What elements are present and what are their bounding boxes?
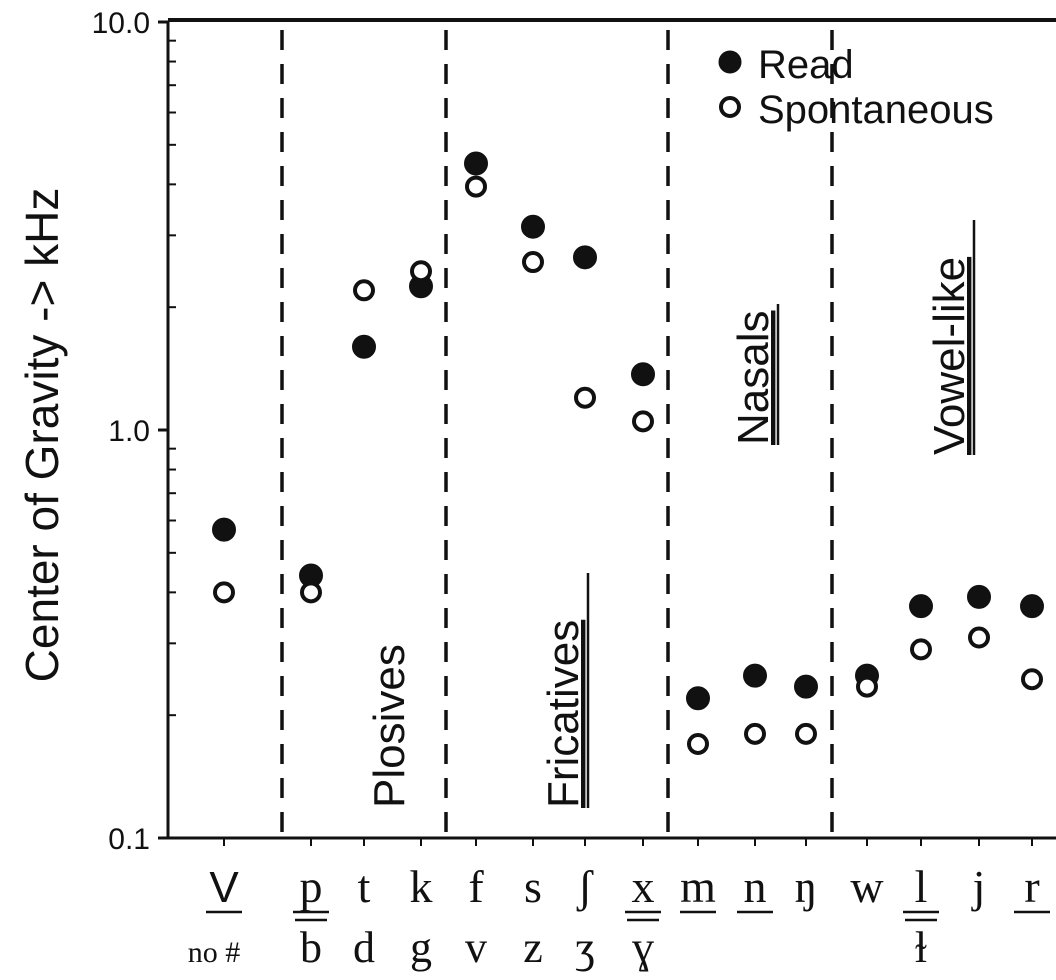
spontaneous-point [410,260,432,283]
read-point [743,663,767,688]
spontaneous-point [465,175,487,198]
x-label-top: s [524,861,542,912]
x-label-top: j [971,861,986,912]
x-label-top: V [209,863,239,912]
group-labels: Plosives Fricatives Nasals Vowel-like [365,220,976,808]
x-label-top: l [915,861,928,912]
y-tick-label: 1.0 [108,415,150,448]
read-point [352,334,376,359]
legend-label: Read [758,43,854,87]
spontaneous-point [1021,668,1043,691]
read-point [909,594,933,619]
x-label-bottom: ɣ [632,923,654,972]
x-label-top: f [468,861,484,912]
data-points [212,151,1044,755]
spontaneous-point [522,251,544,274]
x-label-top: r [1024,861,1039,912]
y-tick-label: 0.1 [108,823,150,856]
x-label-top: w [850,861,884,912]
spontaneous-point [574,386,596,409]
read-point [1020,594,1044,619]
read-point [573,245,597,270]
x-label-bottom: z [523,923,543,972]
x-label-top: n [744,861,767,912]
spontaneous-point [910,638,932,661]
x-label-bottom: v [465,923,487,972]
x-label-bottom: b [300,923,322,972]
x-label-bottom: d [353,923,375,972]
spontaneous-point [968,626,990,649]
spontaneous-point [300,581,322,604]
spontaneous-point [795,722,817,745]
read-point [212,517,236,542]
read-point [967,584,991,609]
spontaneous-point [687,732,709,755]
read-point [631,362,655,387]
y-axis-title: Center of Gravity -> kHz [16,188,68,683]
y-tick-label: 10.0 [92,7,150,40]
spontaneous-point [744,722,766,745]
x-label-bottom: g [410,923,432,972]
x-label-bottom: ɫ [915,923,927,972]
x-label-top: ʃ [576,861,594,912]
x-label-top: m [680,861,716,912]
read-legend-marker [718,50,742,74]
spontaneous-point [353,279,375,302]
x-label-top: t [358,861,371,912]
read-point [464,151,488,176]
x-label-top: ŋ [795,861,818,912]
x-label-top: k [410,861,433,912]
read-point [521,214,545,239]
group-label-fricatives: Fricatives [539,620,588,808]
read-point [794,674,818,699]
spontaneous-legend-marker [719,96,741,118]
x-label-top: x [632,861,655,912]
group-label-plosives: Plosives [365,644,414,808]
group-label-nasals: Nasals [729,311,778,446]
x-label-top: p [300,861,323,912]
axes-layer: 10.0 1.0 0.1 Center of Gravity -> kHz [16,7,1056,856]
spontaneous-point [213,581,235,604]
legend-label: Spontaneous [758,88,994,132]
x-label-bottom: no # [188,936,241,969]
spontaneous-point [856,675,878,698]
group-label-vowel-like: Vowel-like [925,257,974,455]
x-label-bottom: ʒ [575,923,595,972]
read-point [686,686,710,711]
spontaneous-point [632,410,654,433]
